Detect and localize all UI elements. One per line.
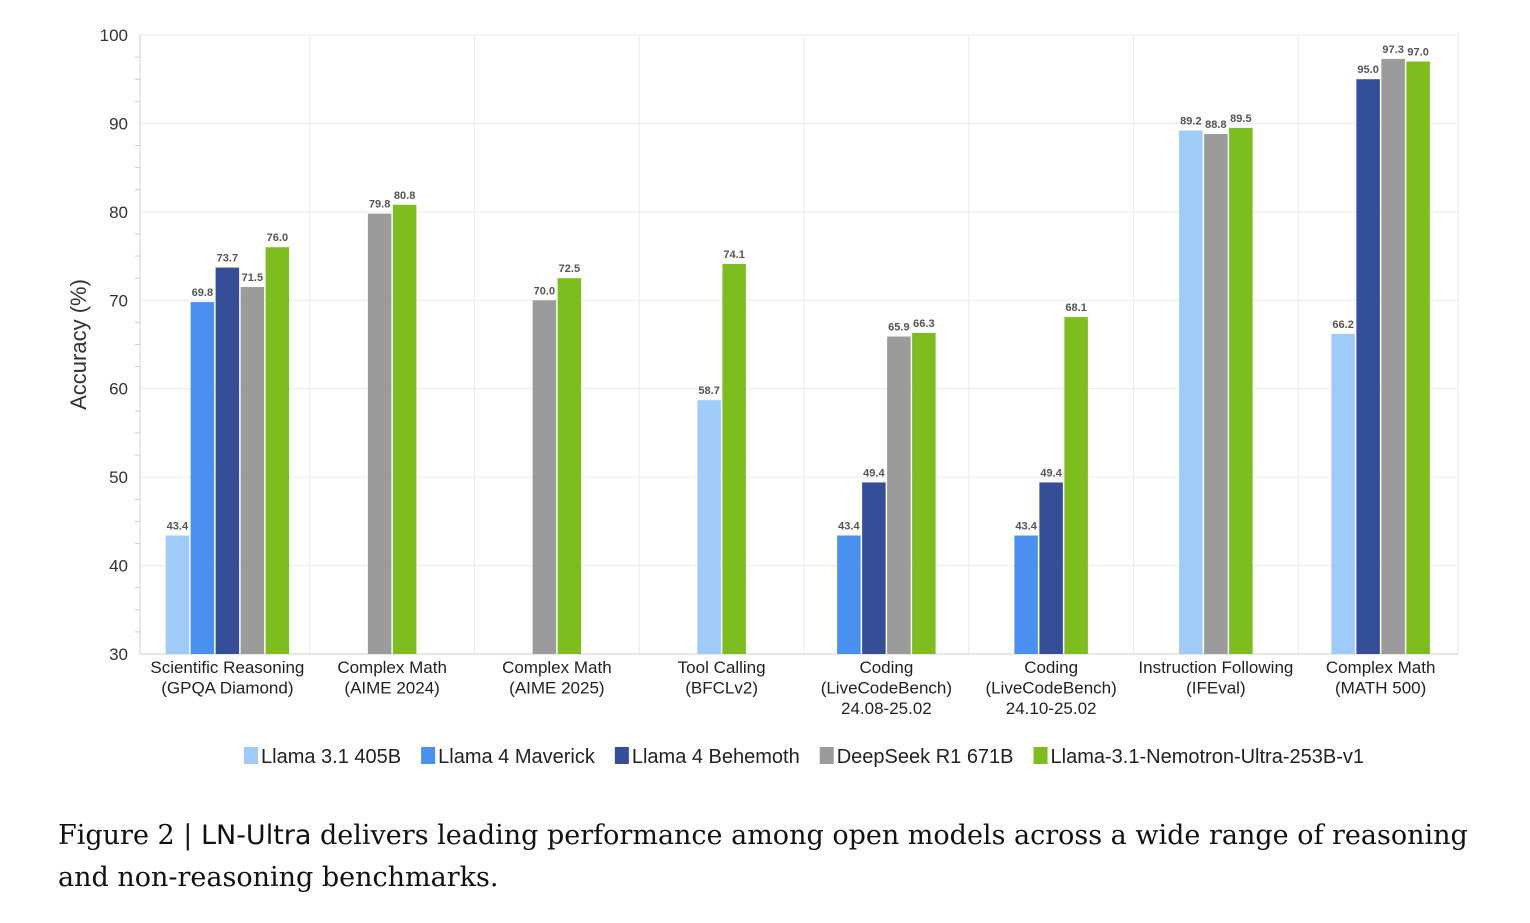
- x-category-label: Coding: [859, 658, 913, 677]
- x-category-label: Instruction Following: [1138, 658, 1293, 677]
- x-category-label: (LiveCodeBench): [985, 679, 1116, 698]
- bar: [392, 204, 417, 655]
- bar: [240, 287, 265, 654]
- bar: [1331, 333, 1355, 654]
- caption-model-name: LN-Ultra: [200, 820, 312, 851]
- bar: [1204, 134, 1228, 655]
- bar: [165, 535, 190, 654]
- y-tick-label: 70: [109, 291, 128, 310]
- bar-value-label: 74.1: [723, 249, 744, 261]
- bar-value-label: 95.0: [1357, 64, 1378, 76]
- bar-value-label: 79.8: [369, 199, 390, 211]
- legend-label: Llama 4 Maverick: [438, 746, 596, 768]
- x-category-label: Complex Math: [502, 658, 612, 677]
- legend-swatch: [614, 747, 629, 764]
- x-category-label: Scientific Reasoning: [150, 658, 304, 677]
- y-tick-label: 60: [109, 380, 128, 399]
- bar: [1179, 130, 1203, 654]
- bar: [862, 482, 886, 654]
- y-tick-label: 40: [109, 557, 128, 576]
- legend-swatch: [244, 747, 259, 764]
- bar-value-label: 71.5: [242, 272, 263, 284]
- x-category-label: 24.08-25.02: [841, 699, 932, 718]
- bar-value-label: 69.8: [192, 287, 213, 299]
- caption-text: delivers leading performance among open …: [58, 820, 1468, 893]
- bar-value-label: 65.9: [888, 322, 909, 334]
- bar-value-label: 68.1: [1065, 302, 1086, 314]
- bar: [912, 333, 936, 654]
- bar-value-label: 43.4: [838, 521, 860, 533]
- x-category-label: (AIME 2025): [509, 679, 604, 698]
- x-category-label: (IFEval): [1186, 679, 1246, 698]
- bar-value-label: 89.2: [1180, 116, 1201, 128]
- bar: [1381, 58, 1405, 654]
- y-tick-label: 100: [100, 26, 128, 45]
- x-category-label: Tool Calling: [678, 658, 766, 677]
- bar: [722, 264, 746, 654]
- bar: [1356, 79, 1380, 654]
- bar-value-label: 80.8: [394, 190, 415, 202]
- legend-swatch: [421, 747, 436, 764]
- caption-prefix: Figure 2 |: [58, 820, 201, 851]
- bar: [532, 300, 557, 654]
- y-axis-title: Accuracy (%): [66, 279, 91, 410]
- bar-value-label: 49.4: [1040, 467, 1062, 479]
- bar: [887, 336, 911, 654]
- legend-label: DeepSeek R1 671B: [837, 746, 1014, 768]
- legend-label: Llama 3.1 405B: [261, 746, 401, 768]
- chart-area: 30 40 50 60 70 80 90 100 Accuracy (%) 43.4 69.8 73.…: [66, 26, 1459, 768]
- y-tick-label: 90: [109, 114, 128, 133]
- bar: [837, 535, 861, 654]
- bar: [697, 400, 721, 654]
- bar-value-label: 73.7: [217, 253, 238, 265]
- bar-value-label: 72.5: [559, 263, 580, 275]
- y-tick-label: 80: [109, 203, 128, 222]
- x-category-label: (MATH 500): [1335, 679, 1426, 698]
- bar: [1406, 61, 1430, 655]
- y-tick-label: 30: [109, 645, 128, 664]
- bar-value-label: 89.5: [1230, 113, 1251, 125]
- bar-value-label: 43.4: [1015, 521, 1037, 533]
- x-category-label: (AIME 2024): [344, 679, 439, 698]
- x-category-label: (LiveCodeBench): [821, 679, 952, 698]
- bar-value-label: 43.4: [167, 521, 189, 533]
- bar: [1064, 317, 1088, 654]
- bar-value-label: 66.3: [913, 318, 934, 330]
- bar-value-label: 58.7: [698, 385, 719, 397]
- bar: [557, 278, 582, 654]
- legend-label: Llama-3.1-Nemotron-Ultra-253B-v1: [1051, 746, 1364, 768]
- legend-swatch: [819, 747, 834, 764]
- bar-value-label: 66.2: [1332, 319, 1353, 331]
- legend-swatch: [1033, 747, 1048, 764]
- bar: [1014, 535, 1038, 654]
- figure-caption: Figure 2 | LN-Ultra delivers leading per…: [58, 815, 1488, 899]
- bar-chart: 30 40 50 60 70 80 90 100 Accuracy (%) 43.4 69.8 73.…: [66, 26, 1459, 768]
- legend: Llama 3.1 405B Llama 4 Maverick Llama 4 Be…: [244, 746, 1364, 768]
- plot-frame: [139, 34, 1459, 655]
- bar-value-label: 97.0: [1407, 47, 1428, 59]
- bar-value-label: 76.0: [267, 232, 288, 244]
- legend-label: Llama 4 Behemoth: [632, 746, 800, 768]
- bar-value-label: 97.3: [1382, 44, 1403, 56]
- x-category-label: Coding: [1024, 658, 1078, 677]
- bar: [265, 247, 290, 654]
- bar: [215, 267, 240, 654]
- x-category-label: Complex Math: [337, 658, 447, 677]
- bar-value-label: 88.8: [1205, 119, 1226, 131]
- bar-value-label: 70.0: [534, 285, 555, 297]
- x-category-label: (GPQA Diamond): [161, 679, 293, 698]
- bar: [190, 302, 215, 654]
- bar: [1039, 482, 1063, 654]
- bar: [367, 213, 392, 654]
- bar: [1229, 127, 1253, 655]
- x-category-label: 24.10-25.02: [1006, 699, 1097, 718]
- y-tick-label: 50: [109, 468, 128, 487]
- bar-value-label: 49.4: [863, 467, 885, 479]
- x-category-label: Complex Math: [1326, 658, 1436, 677]
- x-category-label: (BFCLv2): [685, 679, 758, 698]
